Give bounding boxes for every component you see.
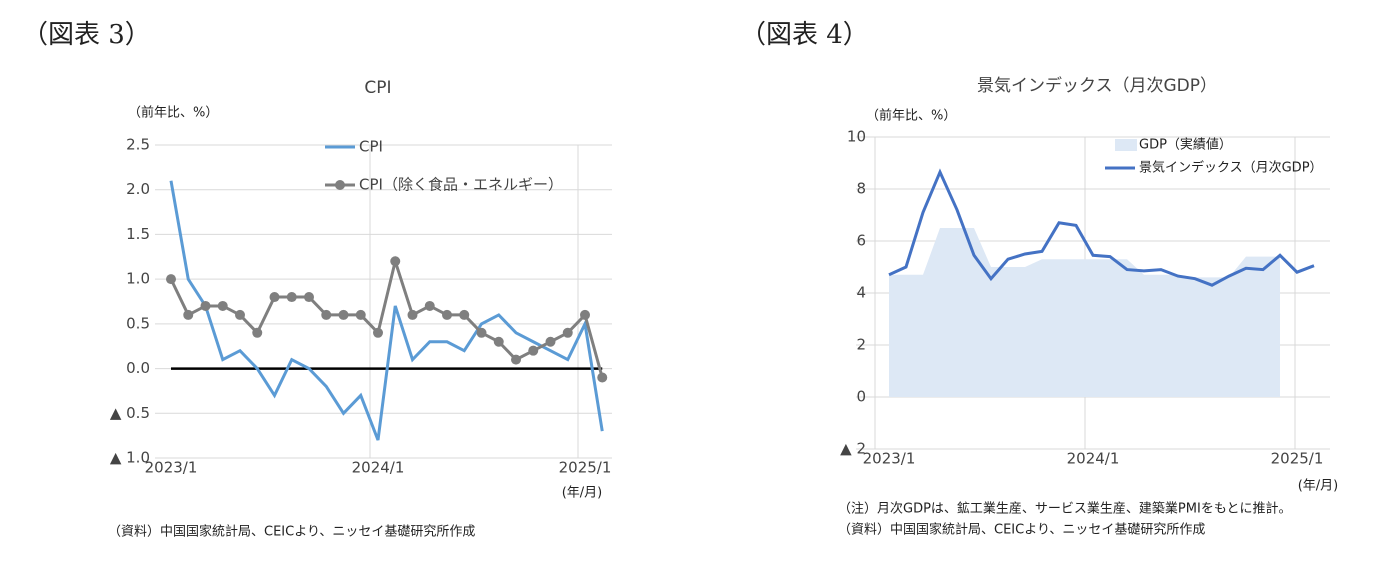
y-tick-label: 0.0 [126,359,150,377]
marker [200,300,211,311]
source: （資料）中国国家統計局、CEICより、ニッセイ基礎研究所作成 [108,524,475,540]
marker [321,309,332,320]
x-tick-label: 2025/1 [559,459,612,477]
x-tick-label: 2023/1 [145,459,198,477]
legend-label: CPI（除く食品・エネルギー） [359,176,563,194]
marker [424,300,435,311]
y-tick-label: 2.0 [126,180,150,198]
y-tick-label: 2 [856,336,866,354]
marker [338,309,349,320]
marker [235,309,245,320]
x-tick-label: 2024/1 [352,459,405,477]
legend-swatch [1115,139,1137,151]
y-tick-label: 1.5 [126,225,150,243]
line [888,168,1315,287]
y-axis-label: （前年比、%） [128,105,218,121]
marker [217,300,228,311]
marker [407,309,418,320]
figure-label: （図表 4） [740,20,869,50]
marker [442,309,452,320]
marker [545,336,556,347]
legend-label: 景気インデックス（月次GDP） [1139,160,1323,176]
y-tick-label: 1.0 [126,270,150,288]
marker [166,274,176,285]
y-tick-label: 0 [856,388,866,406]
marker [493,336,504,347]
marker [511,354,521,365]
marker [252,327,263,338]
marker [597,372,608,383]
legend-marker [335,180,345,190]
legend-label: GDP（実績値） [1139,137,1232,153]
y-tick-label: 10 [847,128,866,146]
area [889,228,1280,397]
marker [304,292,314,303]
y-tick-label: ▲ 0.5 [110,404,150,422]
y-axis-label: （前年比、%） [866,108,956,124]
x-tick-label: 2023/1 [863,450,916,468]
marker [459,309,470,320]
y-tick-label: 4 [856,284,866,302]
marker [528,345,539,356]
figure-label: （図表 3） [22,20,151,50]
x-unit-label: (年/月) [1298,479,1339,494]
x-tick-label: 2024/1 [1067,450,1120,468]
line [169,180,604,441]
y-tick-label: 2.5 [126,136,150,154]
marker [355,309,366,320]
marker [562,327,573,338]
marker [286,292,297,303]
y-tick-label: ▲ 2 [840,440,866,458]
x-unit-label: (年/月) [562,486,603,501]
y-tick-label: 8 [856,180,866,198]
y-tick-label: 0.5 [126,314,150,332]
marker [390,256,401,267]
marker [476,327,487,338]
chart-title: 景気インデックス（月次GDP） [977,75,1217,96]
source: （資料）中国国家統計局、CEICより、ニッセイ基礎研究所作成 [838,522,1205,538]
chart-title: CPI [364,78,391,98]
legend-label: CPI [359,138,383,156]
marker [183,309,194,320]
marker [580,309,590,320]
y-tick-label: ▲ 1.0 [110,449,150,467]
marker [269,292,280,303]
x-tick-label: 2025/1 [1271,450,1324,468]
note: （注）月次GDPは、鉱工業生産、サービス業生産、建築業PMIをもとに推計。 [838,501,1292,517]
y-tick-label: 6 [856,232,866,250]
marker [373,327,383,338]
